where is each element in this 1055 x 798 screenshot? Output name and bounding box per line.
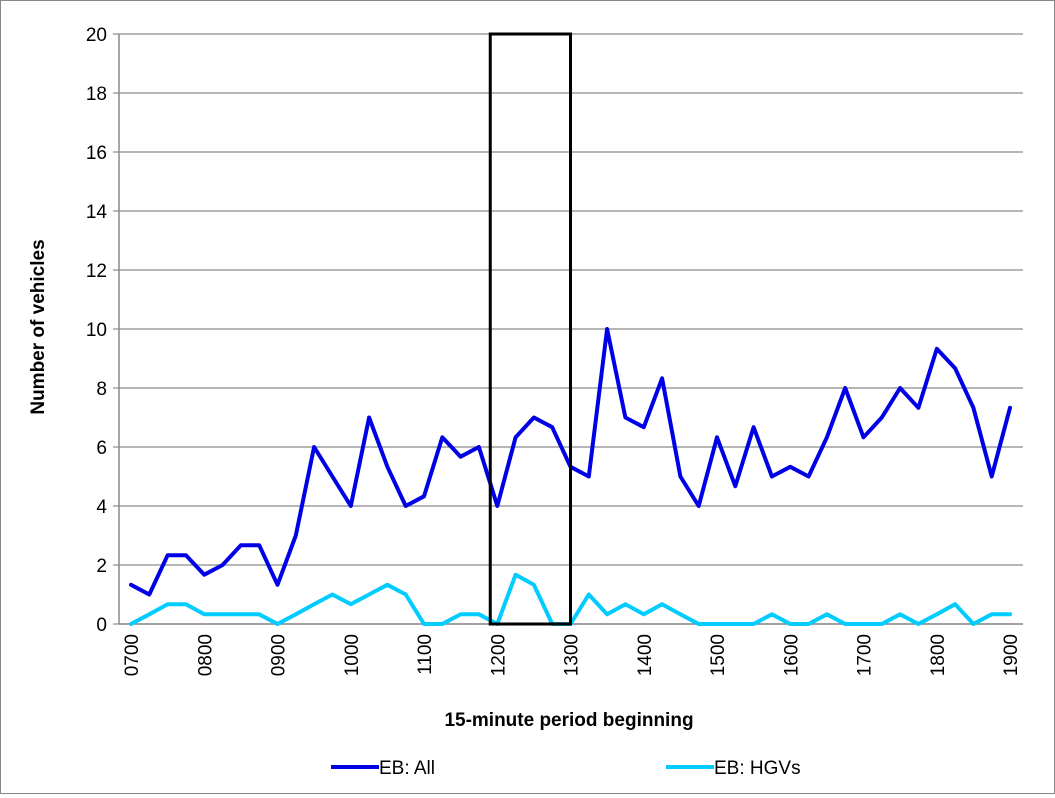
highlight-box (488, 32, 572, 626)
y-tick-label: 8 (96, 379, 107, 400)
legend: EB: All EB: HGVs (331, 758, 801, 779)
x-tick-label: 0900 (269, 634, 290, 676)
y-axis-title: Number of vehicles (28, 239, 49, 414)
y-tick-label: 18 (86, 84, 107, 105)
x-axis-title: 15-minute period beginning (444, 710, 693, 731)
legend-label: EB: HGVs (714, 758, 801, 779)
y-tick-label: 14 (86, 202, 108, 223)
x-tick-label: 1700 (855, 634, 876, 676)
y-tick-label: 0 (96, 615, 107, 636)
x-axis-tick-labels: 0700 0800 0900 1000 1100 1200 1300 1400 1500 1600… (122, 634, 1022, 676)
x-tick-label: 1100 (415, 634, 436, 675)
gridlines (113, 33, 1023, 625)
x-tick-label: 1500 (708, 634, 729, 676)
y-axis-tick-labels: 0 2 4 6 8 10 12 14 16 18 20 (86, 25, 108, 636)
y-tick-label: 6 (96, 438, 107, 459)
x-tick-label: 1400 (635, 634, 656, 676)
x-tick-label: 1600 (781, 634, 802, 676)
x-tick-label: 1200 (488, 634, 509, 676)
x-tick-label: 1000 (342, 634, 363, 676)
x-tick-label: 1300 (562, 634, 583, 676)
x-tick-label: 1900 (1001, 634, 1022, 676)
y-tick-label: 12 (86, 261, 107, 282)
x-tick-label: 0700 (122, 634, 143, 676)
y-tick-label: 16 (86, 143, 107, 164)
x-tick-label: 1800 (928, 634, 949, 676)
x-tick-label: 0800 (195, 634, 216, 676)
legend-label: EB: All (379, 758, 435, 779)
y-tick-label: 2 (96, 556, 107, 577)
highlight-box-group (488, 32, 572, 626)
y-tick-label: 20 (86, 25, 107, 46)
y-tick-label: 4 (96, 497, 107, 518)
y-tick-label: 10 (86, 320, 107, 341)
